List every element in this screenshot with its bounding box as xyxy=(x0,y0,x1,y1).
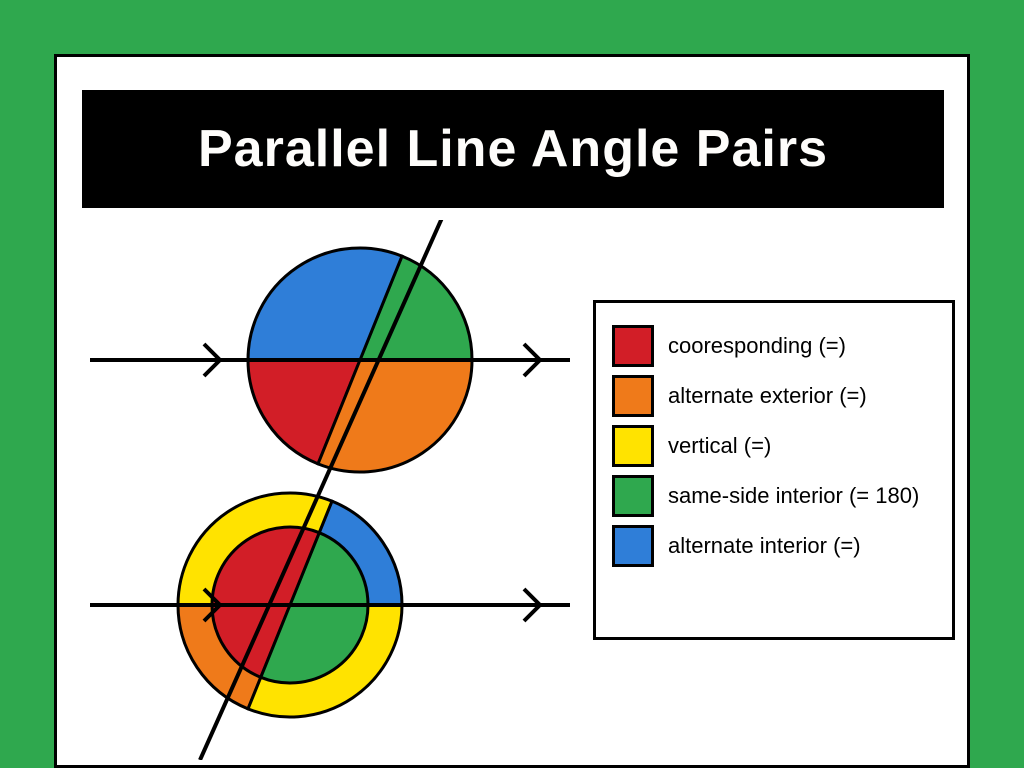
legend-row: alternate exterior (=) xyxy=(612,375,936,417)
legend-swatch xyxy=(612,325,654,367)
legend-swatch xyxy=(612,425,654,467)
legend-label: same-side interior (= 180) xyxy=(668,483,919,509)
legend-swatch xyxy=(612,475,654,517)
angle-diagram xyxy=(70,220,590,760)
legend-label: alternate interior (=) xyxy=(668,533,861,559)
legend-row: vertical (=) xyxy=(612,425,936,467)
legend-row: alternate interior (=) xyxy=(612,525,936,567)
legend-box: cooresponding (=) alternate exterior (=) v… xyxy=(593,300,955,640)
legend-label: vertical (=) xyxy=(668,433,771,459)
legend-row: same-side interior (= 180) xyxy=(612,475,936,517)
title-text: Parallel Line Angle Pairs xyxy=(198,119,828,179)
legend-swatch xyxy=(612,375,654,417)
title-bar: Parallel Line Angle Pairs xyxy=(82,90,944,208)
legend-label: cooresponding (=) xyxy=(668,333,846,359)
poster-root: Parallel Line Angle Pairs cooresponding … xyxy=(0,0,1024,768)
legend-row: cooresponding (=) xyxy=(612,325,936,367)
legend-label: alternate exterior (=) xyxy=(668,383,867,409)
legend-swatch xyxy=(612,525,654,567)
